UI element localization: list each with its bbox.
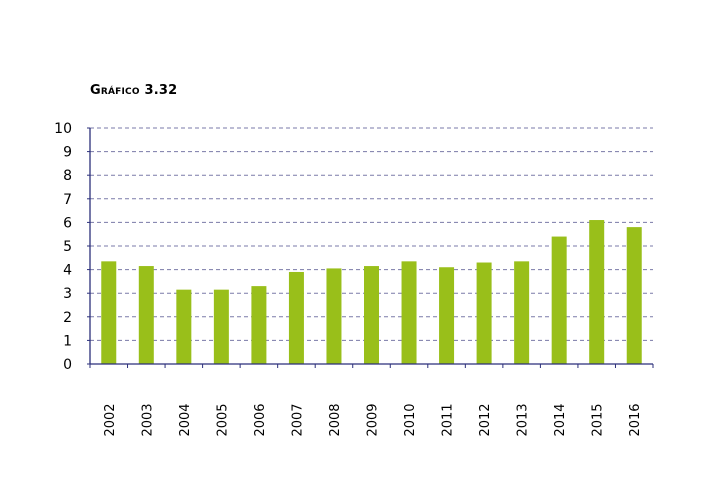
y-tick-label: 10 xyxy=(54,121,72,137)
bar xyxy=(176,289,192,364)
bar xyxy=(251,286,267,364)
x-tick-label: 2002 xyxy=(103,403,118,436)
x-tick-label: 2009 xyxy=(366,403,381,436)
chart-title: Gráfico 3.32 xyxy=(90,83,178,98)
bar xyxy=(626,227,642,364)
bar xyxy=(288,271,304,364)
bar xyxy=(514,261,530,364)
x-tick-label: 2003 xyxy=(140,403,155,436)
y-tick-label: 3 xyxy=(63,286,72,302)
y-tick-label: 6 xyxy=(63,215,72,231)
bar xyxy=(101,261,117,364)
x-tick-label: 2007 xyxy=(290,403,305,436)
x-tick-label: 2011 xyxy=(441,403,456,436)
x-tick-label: 2013 xyxy=(516,403,531,436)
y-tick-label: 4 xyxy=(63,263,72,279)
bar xyxy=(476,262,492,364)
x-tick-label: 2006 xyxy=(253,403,268,436)
y-tick-label: 7 xyxy=(63,192,72,208)
x-tick-label: 2016 xyxy=(628,403,643,436)
x-tick-label: 2008 xyxy=(328,403,343,436)
bar xyxy=(589,220,605,364)
bar xyxy=(551,236,567,364)
bar xyxy=(401,261,417,364)
x-tick-label: 2004 xyxy=(178,403,193,436)
x-tick-label: 2015 xyxy=(591,403,606,436)
bar xyxy=(364,266,379,364)
y-tick-label: 1 xyxy=(63,333,72,349)
y-tick-label: 0 xyxy=(63,357,72,373)
x-tick-label: 2014 xyxy=(553,403,568,436)
y-tick-label: 2 xyxy=(63,310,72,326)
y-tick-label: 9 xyxy=(63,145,72,161)
bar xyxy=(138,266,154,364)
bar xyxy=(213,289,229,364)
y-tick-label: 5 xyxy=(63,239,72,255)
x-tick-label: 2005 xyxy=(215,403,230,436)
bar xyxy=(326,268,342,364)
x-tick-label: 2012 xyxy=(478,403,493,436)
y-tick-label: 8 xyxy=(63,168,72,184)
x-tick-label: 2010 xyxy=(403,403,418,436)
bar xyxy=(439,267,455,364)
